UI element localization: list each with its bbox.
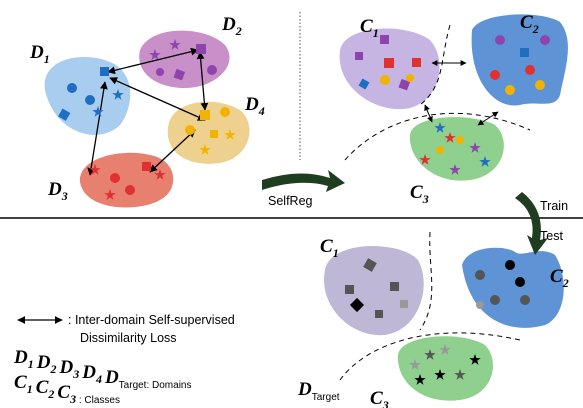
label-sub: 2 [235,24,242,38]
label-sub: 1 [373,26,379,40]
label-base: D [221,14,236,35]
layout [0,12,583,401]
label: C1 [360,16,379,40]
label-base: D [13,347,28,368]
label-sub: 4 [258,104,265,118]
label-base: C [14,372,27,393]
label-sub: 2 [47,387,54,401]
label: D1 [29,42,50,66]
label-sub: 4 [95,372,102,386]
label: DTarget [297,379,340,403]
label-base: C [410,182,423,203]
label-base: C [520,12,533,33]
label-base: D [297,379,312,400]
label-sub: 3 [382,398,389,408]
label-sub: 3 [422,192,429,206]
legend-row: C1 C2 C3 : Classes [14,372,120,406]
label-sub: Target [312,392,340,403]
label: C3 [370,388,389,408]
label-base: C [36,377,49,398]
label-base: C [550,266,563,287]
label: C2 [520,12,539,36]
label: D3 [47,179,68,203]
label-sub: 3 [72,367,79,381]
legend-text: : Classes [76,395,120,406]
label-base: D [81,362,96,383]
label-base: D [104,367,119,388]
label: C2 [550,266,569,290]
arrow-label: SelfReg [268,194,313,208]
label-sub: 1 [44,52,50,66]
label-base: C [360,16,373,37]
label-base: D [58,357,73,378]
label-base: D [47,179,62,200]
label-sub: 3 [69,392,76,406]
label-base: D [29,42,44,63]
label-sub: 1 [333,246,339,260]
legend-text: : Inter-domain Self-supervised [68,313,235,327]
label-sub: 1 [27,382,33,396]
label: C3 [410,182,429,206]
label-base: D [36,352,51,373]
legend-row: D1 D2 D3 D4 DTarget: Domains [13,347,191,391]
label-sub: 3 [61,189,68,203]
label: D4 [244,94,265,118]
legend-text: Dissimilarity Loss [80,331,177,345]
arrow-label: Train [540,199,568,213]
label-sub: Target [119,380,147,391]
label-base: D [244,94,259,115]
arrow-label: Test [540,229,563,243]
label: D2 [221,14,242,38]
label-sub: 2 [532,22,539,36]
legend-text: : Domains [146,380,191,391]
label-sub: 2 [49,362,56,376]
label-sub: 2 [562,276,569,290]
label-base: C [320,236,333,257]
label-sub: 1 [28,357,34,371]
label-base: C [370,388,383,408]
label: C1 [320,236,339,260]
label-base: C [57,382,70,403]
